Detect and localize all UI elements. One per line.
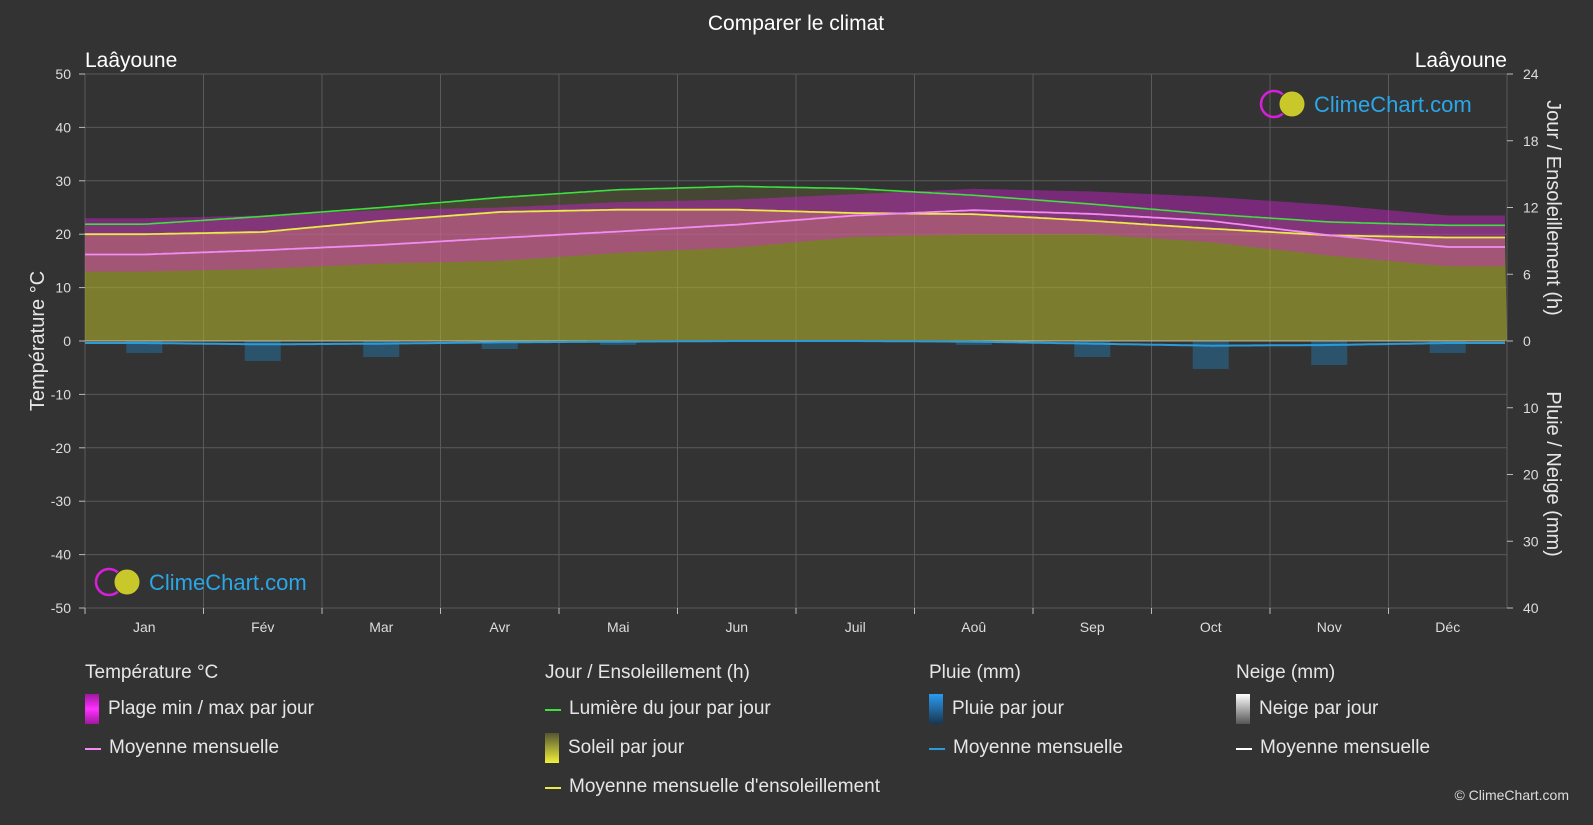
legend-heading: Neige (mm) xyxy=(1236,662,1336,683)
legend-heading: Pluie (mm) xyxy=(929,662,1021,683)
temp-mean-swatch xyxy=(85,748,101,750)
legend-label: Plage min / max par jour xyxy=(108,698,314,719)
y-axis-right-top-label: Jour / Ensoleillement (h) xyxy=(1542,100,1564,316)
month-label: Sep xyxy=(1080,619,1105,635)
legend-item-sunshine: Soleil par jour xyxy=(545,733,880,776)
axes: 50 40 30 20 10 0 -10 -20 -30 -40 -50 24 18 12 6 0 10 20 30… xyxy=(51,66,1539,635)
legend-item-temp-mean: Moyenne mensuelle xyxy=(85,737,314,776)
legend-item-snow-mean: Moyenne mensuelle xyxy=(1236,737,1430,776)
location-left: Laâyoune xyxy=(85,49,177,72)
rain-mean-swatch xyxy=(929,748,945,750)
legend-temperature: Température °C Plage min / max par jour … xyxy=(85,662,314,776)
left-tick-label: -50 xyxy=(51,600,71,616)
legend-snow: Neige (mm) Neige par jour Moyenne mensue… xyxy=(1236,662,1430,776)
right-top-tick-label: 18 xyxy=(1523,133,1539,149)
legend-label: Pluie par jour xyxy=(952,698,1064,719)
right-top-tick-label: 24 xyxy=(1523,66,1539,82)
left-tick-label: -30 xyxy=(51,493,71,509)
left-tick-label: -10 xyxy=(51,386,71,402)
rain-mean-line xyxy=(85,340,1505,347)
lines xyxy=(85,185,1505,347)
legend-label: Moyenne mensuelle xyxy=(109,737,280,758)
logo-text: ClimeChart.com xyxy=(1314,92,1472,117)
left-tick-label: -40 xyxy=(51,547,71,563)
legend-item-rain-daily: Pluie par jour xyxy=(929,694,1123,737)
legend-label: Soleil par jour xyxy=(568,737,685,758)
right-top-tick-label: 12 xyxy=(1523,200,1539,216)
rain-bar xyxy=(600,341,637,346)
month-label: Jun xyxy=(725,619,748,635)
right-bottom-tick-label: 40 xyxy=(1523,600,1539,616)
logo-sun-icon xyxy=(1278,90,1306,118)
legend-heading: Jour / Ensoleillement (h) xyxy=(545,662,750,683)
month-label: Aoû xyxy=(961,619,986,635)
rain-bar xyxy=(955,341,992,346)
left-tick-label: 40 xyxy=(55,119,71,135)
left-tick-label: 50 xyxy=(55,66,71,82)
left-tick-label: -20 xyxy=(51,440,71,456)
legend-label: Lumière du jour par jour xyxy=(569,698,771,719)
rain-bar xyxy=(481,341,518,350)
month-label: Avr xyxy=(489,619,510,635)
legend-label: Neige par jour xyxy=(1259,698,1379,719)
snow-mean-swatch xyxy=(1236,748,1252,750)
sunshine-mean-line xyxy=(85,208,1505,239)
logo-top[interactable]: ClimeChart.com xyxy=(1259,89,1472,119)
temp-band-swatch xyxy=(85,694,99,724)
rain-bar xyxy=(244,341,281,362)
legend-sun: Jour / Ensoleillement (h) Lumière du jou… xyxy=(545,662,880,815)
left-tick-label: 0 xyxy=(63,333,71,349)
month-label: Mar xyxy=(369,619,393,635)
month-label: Oct xyxy=(1200,619,1222,635)
temp-mean-line xyxy=(85,209,1505,256)
legend-heading: Température °C xyxy=(85,662,219,683)
right-bottom-tick-label: 20 xyxy=(1523,467,1539,483)
copyright[interactable]: © ClimeChart.com xyxy=(1454,787,1569,803)
month-label: Nov xyxy=(1317,619,1342,635)
daylight-swatch xyxy=(545,709,561,711)
month-label: Juil xyxy=(845,619,866,635)
areas xyxy=(85,186,1507,341)
logo-text: ClimeChart.com xyxy=(149,570,307,595)
logo-sun-icon xyxy=(113,568,141,596)
month-label: Mai xyxy=(607,619,630,635)
month-label: Fév xyxy=(251,619,274,635)
right-top-tick-label: 6 xyxy=(1523,266,1531,282)
legend-item-temp-band: Plage min / max par jour xyxy=(85,694,314,737)
rain-bar xyxy=(1074,341,1111,358)
left-tick-label: 20 xyxy=(55,226,71,242)
rain-swatch xyxy=(929,694,943,724)
legend-label: Moyenne mensuelle xyxy=(1260,737,1431,758)
legend-item-snow-daily: Neige par jour xyxy=(1236,694,1430,737)
y-axis-left-label: Température °C xyxy=(27,271,49,411)
right-bottom-tick-label: 10 xyxy=(1523,400,1539,416)
legend-item-sunshine-mean: Moyenne mensuelle d'ensoleillement xyxy=(545,776,880,815)
legend-label: Moyenne mensuelle xyxy=(953,737,1124,758)
chart-title: Comparer le climat xyxy=(708,12,884,35)
sunshine-swatch xyxy=(545,733,559,763)
sunshine-mean-swatch xyxy=(545,787,561,789)
legend-item-daylight: Lumière du jour par jour xyxy=(545,698,880,737)
y-axis-right-bottom-label: Pluie / Neige (mm) xyxy=(1542,391,1564,557)
rain-bar xyxy=(363,341,400,358)
month-label: Jan xyxy=(133,619,156,635)
daylight-line xyxy=(85,185,1505,227)
legend-label: Moyenne mensuelle d'ensoleillement xyxy=(569,776,880,797)
climate-chart: 50 40 30 20 10 0 -10 -20 -30 -40 -50 24 18 12 6 0 10 20 30… xyxy=(27,12,1564,635)
right-bottom-tick-label: 30 xyxy=(1523,533,1539,549)
logo-bottom[interactable]: ClimeChart.com xyxy=(94,567,307,597)
left-tick-label: 10 xyxy=(55,280,71,296)
legend-item-rain-mean: Moyenne mensuelle xyxy=(929,737,1123,776)
left-tick-label: 30 xyxy=(55,173,71,189)
snow-swatch xyxy=(1236,694,1250,724)
location-right: Laâyoune xyxy=(1415,49,1507,72)
legend-rain: Pluie (mm) Pluie par jour Moyenne mensue… xyxy=(929,662,1123,776)
month-label: Déc xyxy=(1435,619,1460,635)
right-top-tick-label: 0 xyxy=(1523,333,1531,349)
sunshine-area xyxy=(85,209,1507,341)
